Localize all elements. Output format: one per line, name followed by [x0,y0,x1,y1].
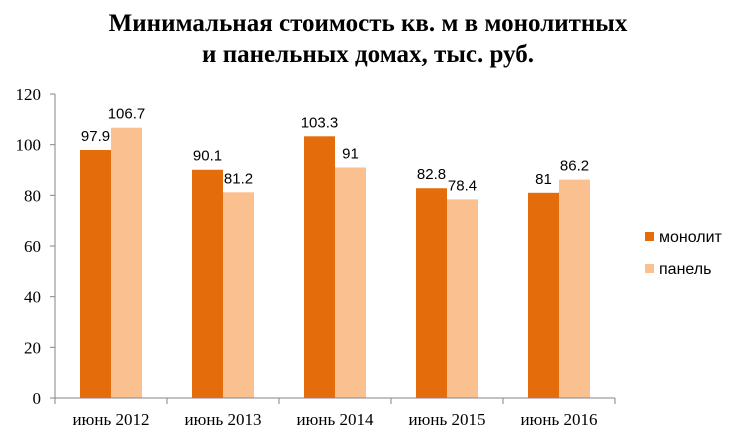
bar [111,127,142,399]
bar [416,188,447,398]
x-tick-label: июнь 2012 [73,410,150,429]
bar [192,169,223,398]
legend-swatch [645,264,654,273]
bar [223,192,254,398]
bars [80,127,590,399]
data-label: 86.2 [560,158,589,175]
data-label: 103.3 [301,114,339,131]
y-tick-label: 100 [16,136,42,155]
y-tick-label: 80 [24,186,41,205]
data-label: 91 [342,145,359,162]
data-label: 97.9 [81,128,110,145]
legend: монолит панель [645,229,723,278]
bar [559,179,590,398]
bar [528,192,559,398]
x-axis: июнь 2012 июнь 2013 июнь 2014 июнь 2015 июнь… [54,397,616,429]
chart-title-line-1: Минимальная стоимость кв. м в монолитных [108,10,628,37]
y-tick-label: 120 [16,85,42,104]
data-label: 81.2 [224,170,253,187]
data-label: 81 [535,171,552,188]
data-label: 90.1 [193,148,222,165]
legend-swatch [645,232,654,241]
chart-title: Минимальная стоимость кв. м в монолитных… [0,8,736,70]
data-labels: 97.9 106.7 90.181.2 103.391 82.878.4 81 86.2 [81,106,589,195]
chart-title-line-2: и панельных домах, тыс. руб. [202,41,534,68]
x-tick-label: июнь 2014 [297,410,374,429]
x-tick-label: июнь 2013 [185,410,262,429]
x-tick-label: июнь 2015 [409,410,486,429]
y-tick-label: 60 [24,237,41,256]
data-label: 106.7 [108,106,146,123]
y-tick-label: 0 [33,389,42,408]
y-axis: 0 20 40 60 80 100 120 [16,85,56,408]
data-label: 78.4 [448,177,477,194]
bar [335,167,366,398]
legend-label: панель [659,261,711,278]
bar [304,136,335,398]
y-tick-label: 20 [24,338,41,357]
bar [80,149,111,398]
legend-label: монолит [659,229,723,246]
x-tick-label: июнь 2016 [521,410,598,429]
data-label: 82.8 [417,166,446,183]
bar [447,199,478,398]
y-tick-label: 40 [24,288,41,307]
